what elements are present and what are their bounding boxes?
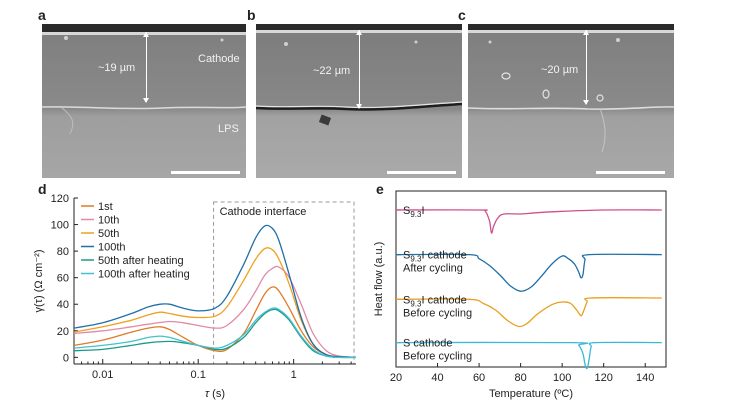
arrowhead-bottom-a (143, 98, 149, 103)
x-axis-label-symbol: τ (205, 388, 210, 400)
x-tick-label: 1 (291, 369, 297, 381)
x-tick-label: 20 (390, 372, 402, 384)
series-label-1: S9.3I cathode (403, 250, 467, 264)
series-label-main: S (403, 294, 410, 306)
thickness-arrow-a (146, 32, 147, 102)
lps-label: LPS (218, 123, 239, 135)
series-label-sub: 9.3 (410, 255, 422, 264)
series-line-5 (73, 307, 357, 359)
x-tick-label: 120 (595, 372, 613, 384)
x-tick-label: 0.1 (191, 369, 206, 381)
series-line-4 (73, 308, 357, 359)
scale-bar-c (596, 171, 665, 174)
x-axis-label: Temperature (ºC) (489, 388, 573, 400)
series-label-sub: 9.3 (410, 299, 422, 308)
thickness-label-c: ~20 µm (541, 64, 579, 76)
y-tick-label: 20 (57, 326, 69, 338)
x-tick-label: 60 (473, 372, 485, 384)
series-label-line2: Before cycling (403, 307, 472, 319)
series-label-main: S cathode (403, 338, 453, 350)
cathode-interface-label: Cathode interface (220, 206, 307, 218)
y-axis-label: γ(τ) (Ω cm⁻²) (33, 250, 45, 313)
panel-letter-d: d (38, 181, 47, 197)
y-tick-label: 60 (57, 273, 69, 285)
scale-bar-b (387, 171, 456, 174)
series-label-tail: I (421, 205, 424, 217)
series-label-main: S (403, 205, 410, 217)
legend-label-5: 100th after heating (98, 269, 190, 281)
x-axis-label: τ (s) (205, 388, 225, 400)
arrowhead-top-c (583, 30, 589, 35)
cathode-label: Cathode (198, 53, 240, 65)
series-line-3 (73, 224, 357, 359)
y-axis-label: Heat flow (a.u.) (373, 242, 385, 317)
y-tick-label: 120 (51, 193, 69, 205)
legend-label-3: 100th (98, 242, 126, 254)
panel-letter-a: a (38, 7, 46, 23)
series-label-tail: I cathode (421, 294, 466, 306)
arrowhead-top-a (143, 32, 149, 37)
series-line-0 (73, 286, 357, 359)
x-tick-label: 100 (553, 372, 571, 384)
series-line-3 (395, 341, 662, 370)
sem-image-a: ~19 µm Cathode LPS (42, 24, 246, 178)
y-tick-label: 0 (63, 352, 69, 364)
series-label-line2: After cycling (403, 263, 463, 275)
plot-frame (395, 190, 667, 368)
legend-label-1: 10th (98, 215, 119, 227)
series-label-3: S cathode (403, 338, 453, 350)
legend-label-4: 50th after heating (98, 255, 184, 267)
thickness-arrow-c (586, 30, 587, 104)
series-label-main: S (403, 250, 410, 262)
legend-label-0: 1st (98, 201, 113, 213)
y-tick-label: 80 (57, 246, 69, 258)
sem-image-b: ~22 µm (256, 24, 462, 178)
arrowhead-bottom-b (356, 104, 362, 109)
series-label-tail: I cathode (421, 250, 466, 262)
thickness-label-b: ~22 µm (313, 65, 351, 77)
series-label-0: S9.3I (403, 205, 425, 219)
arrowhead-bottom-c (583, 100, 589, 105)
x-tick-label: 0.01 (92, 369, 113, 381)
thickness-arrow-b (359, 30, 360, 108)
panel-letter-c: c (458, 7, 466, 23)
series-line-1 (73, 265, 357, 359)
legend-label-2: 50th (98, 228, 119, 240)
series-line-1 (395, 253, 662, 292)
x-tick-label: 40 (431, 372, 443, 384)
chart-d: Cathode interface 0 20 40 60 80 100 120 0.01 0.1 1… (33, 193, 357, 400)
scale-bar-a (171, 171, 240, 174)
chart-e: 20 40 60 80 100 120 140 Temperature (ºC) Heat fl… (373, 190, 667, 400)
series-line-0 (395, 209, 662, 234)
y-tick-label: 100 (51, 220, 69, 232)
y-tick-label: 40 (57, 299, 69, 311)
arrowhead-top-b (356, 30, 362, 35)
panel-letter-e: e (376, 181, 384, 197)
series-label-sub: 9.3 (410, 210, 422, 219)
panel-letter-b: b (247, 7, 256, 23)
x-tick-label: 80 (514, 372, 526, 384)
x-axis-label-unit: (s) (209, 388, 225, 400)
series-line-2 (395, 297, 662, 328)
sem-texture-c (468, 24, 674, 178)
sem-image-c: ~20 µm (468, 24, 674, 178)
series-label-2: S9.3I cathode (403, 294, 467, 308)
thickness-label-a: ~19 µm (98, 62, 136, 74)
series-label-line2: Before cycling (403, 351, 472, 363)
x-tick-label: 140 (636, 372, 654, 384)
